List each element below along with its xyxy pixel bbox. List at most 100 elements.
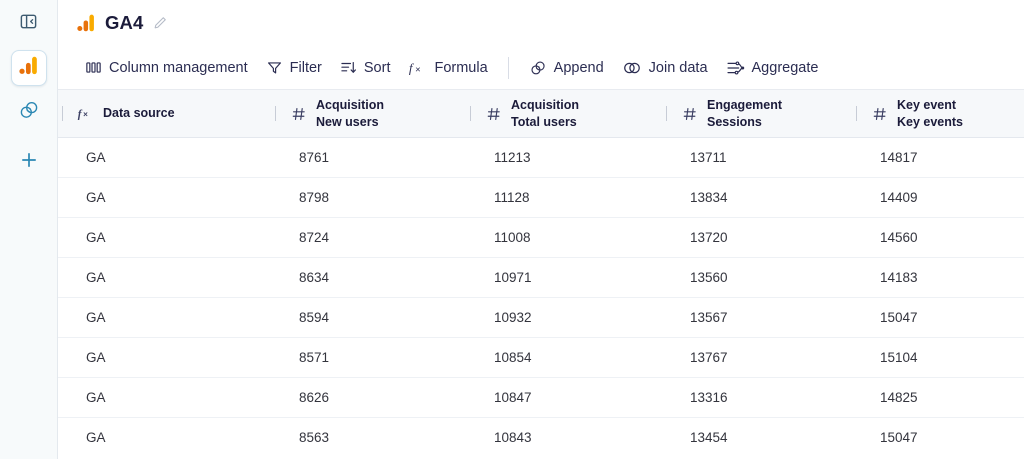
column-header-key-events[interactable]: Key event Key events [852,90,1024,138]
svg-text:f: f [409,60,415,75]
sort-label: Sort [363,59,391,76]
pencil-icon[interactable] [152,15,168,31]
cell-total-users[interactable]: 10843 [494,430,532,446]
cell-sessions[interactable]: 13560 [662,257,852,298]
cell-key-events[interactable]: 14409 [852,177,1024,218]
column-header-name: Key events [897,114,964,129]
cell-sessions[interactable]: 13454 [690,430,728,446]
table-row[interactable]: GA 8761 11213 13711 14817 [58,137,1024,178]
append-circles-icon [18,99,40,126]
table-row[interactable]: GA 8571 10854 13767 15104 [58,337,1024,378]
formula-fx-icon: f × [408,59,427,77]
append-circles-icon [529,59,547,77]
sidebar-item-add-step[interactable] [11,144,47,180]
column-header-name: Sessions [707,114,762,129]
cell-key-events[interactable]: 15104 [852,337,1024,378]
formula-label: Formula [434,59,488,76]
hash-icon [485,106,502,122]
cell-total-users[interactable]: 10847 [466,377,662,418]
column-header-total-users[interactable]: Acquisition Total users [466,90,662,138]
cell-total-users[interactable]: 10932 [466,297,662,338]
hash-icon [290,106,307,122]
column-header-new-users[interactable]: Acquisition New users [271,90,466,138]
column-resize-grip[interactable] [275,106,276,121]
join-data-button[interactable]: Join data [613,53,717,83]
cell-sessions[interactable]: 13567 [662,297,852,338]
cell-data-source[interactable]: GA [58,297,271,338]
sort-button[interactable]: Sort [331,53,400,83]
column-header-group: Key event [897,98,957,112]
cell-new-users[interactable]: 8626 [271,377,466,418]
cell-sessions[interactable]: 13720 [662,217,852,258]
append-button[interactable]: Append [520,53,613,83]
column-resize-grip[interactable] [470,106,471,121]
cell-data-source[interactable]: GA [58,377,271,418]
column-management-button[interactable]: Column management [76,53,257,83]
filter-button[interactable]: Filter [257,53,331,83]
sidebar-item-append-node[interactable] [11,94,47,130]
table-row[interactable]: GA 8563 10843 13454 15047 [58,418,1024,458]
join-data-label: Join data [648,59,708,76]
column-resize-grip[interactable] [666,106,667,121]
cell-key-events[interactable]: 14817 [852,137,1024,178]
cell-sessions[interactable]: 13316 [662,377,852,418]
table-row[interactable]: GA 8724 11008 13720 14560 [58,217,1024,258]
svg-text:×: × [83,110,88,119]
cell-data-source[interactable]: GA [58,217,271,258]
cell-total-users[interactable]: 11128 [466,177,662,218]
cell-data-source[interactable]: GA [58,337,271,378]
cell-key-events[interactable]: 14560 [852,217,1024,258]
left-rail [0,0,58,459]
table-row[interactable]: GA 8626 10847 13316 14825 [58,377,1024,418]
cell-key-events[interactable]: 15047 [880,430,918,446]
cell-key-events[interactable]: 14183 [852,257,1024,298]
cell-new-users[interactable]: 8798 [271,177,466,218]
cell-new-users[interactable]: 8761 [271,137,466,178]
table-header-row: f × Data source [58,90,1024,138]
cell-total-users[interactable]: 11008 [466,217,662,258]
column-header-data-source[interactable]: f × Data source [58,90,271,138]
cell-new-users[interactable]: 8634 [271,257,466,298]
cell-new-users[interactable]: 8594 [271,297,466,338]
data-grid[interactable]: f × Data source [58,89,1024,459]
aggregate-button[interactable]: Aggregate [717,53,828,83]
column-header-name: Data source [103,106,175,121]
cell-key-events[interactable]: 14825 [852,377,1024,418]
column-header-name: New users [316,114,379,129]
cell-sessions[interactable]: 13834 [662,177,852,218]
column-header-sessions[interactable]: Engagement Sessions [662,90,852,138]
column-header-group: Engagement [707,98,783,112]
sidebar-item-analytics-source[interactable] [10,50,47,86]
column-resize-grip[interactable] [62,106,63,121]
formula-button[interactable]: f × Formula [399,53,496,83]
column-resize-grip[interactable] [856,106,857,121]
columns-icon [85,59,102,76]
table-body: GA 8761 11213 13711 14817 GA 8798 11128 … [58,137,1024,458]
cell-new-users[interactable]: 8724 [271,217,466,258]
hash-icon [871,106,888,122]
sidebar-item-panel-collapse[interactable] [11,6,47,42]
google-analytics-icon [18,55,39,81]
hash-icon [681,106,698,122]
toolbar-divider [507,56,509,79]
aggregate-label: Aggregate [751,59,819,76]
table-row[interactable]: GA 8594 10932 13567 15047 [58,297,1024,338]
cell-data-source[interactable]: GA [58,177,271,218]
svg-text:f: f [78,108,83,120]
cell-new-users[interactable]: 8563 [299,430,330,446]
cell-data-source[interactable]: GA [86,430,106,446]
cell-sessions[interactable]: 13711 [662,137,852,178]
cell-total-users[interactable]: 10854 [466,337,662,378]
cell-new-users[interactable]: 8571 [271,337,466,378]
table-row[interactable]: GA 8798 11128 13834 14409 [58,177,1024,218]
cell-sessions[interactable]: 13767 [662,337,852,378]
table-row[interactable]: GA 8634 10971 13560 14183 [58,257,1024,298]
cell-total-users[interactable]: 11213 [466,137,662,178]
append-label: Append [553,59,604,76]
cell-data-source[interactable]: GA [58,137,271,178]
join-venn-icon [622,59,642,77]
cell-key-events[interactable]: 15047 [852,297,1024,338]
cell-total-users[interactable]: 10971 [466,257,662,298]
cell-data-source[interactable]: GA [58,257,271,298]
